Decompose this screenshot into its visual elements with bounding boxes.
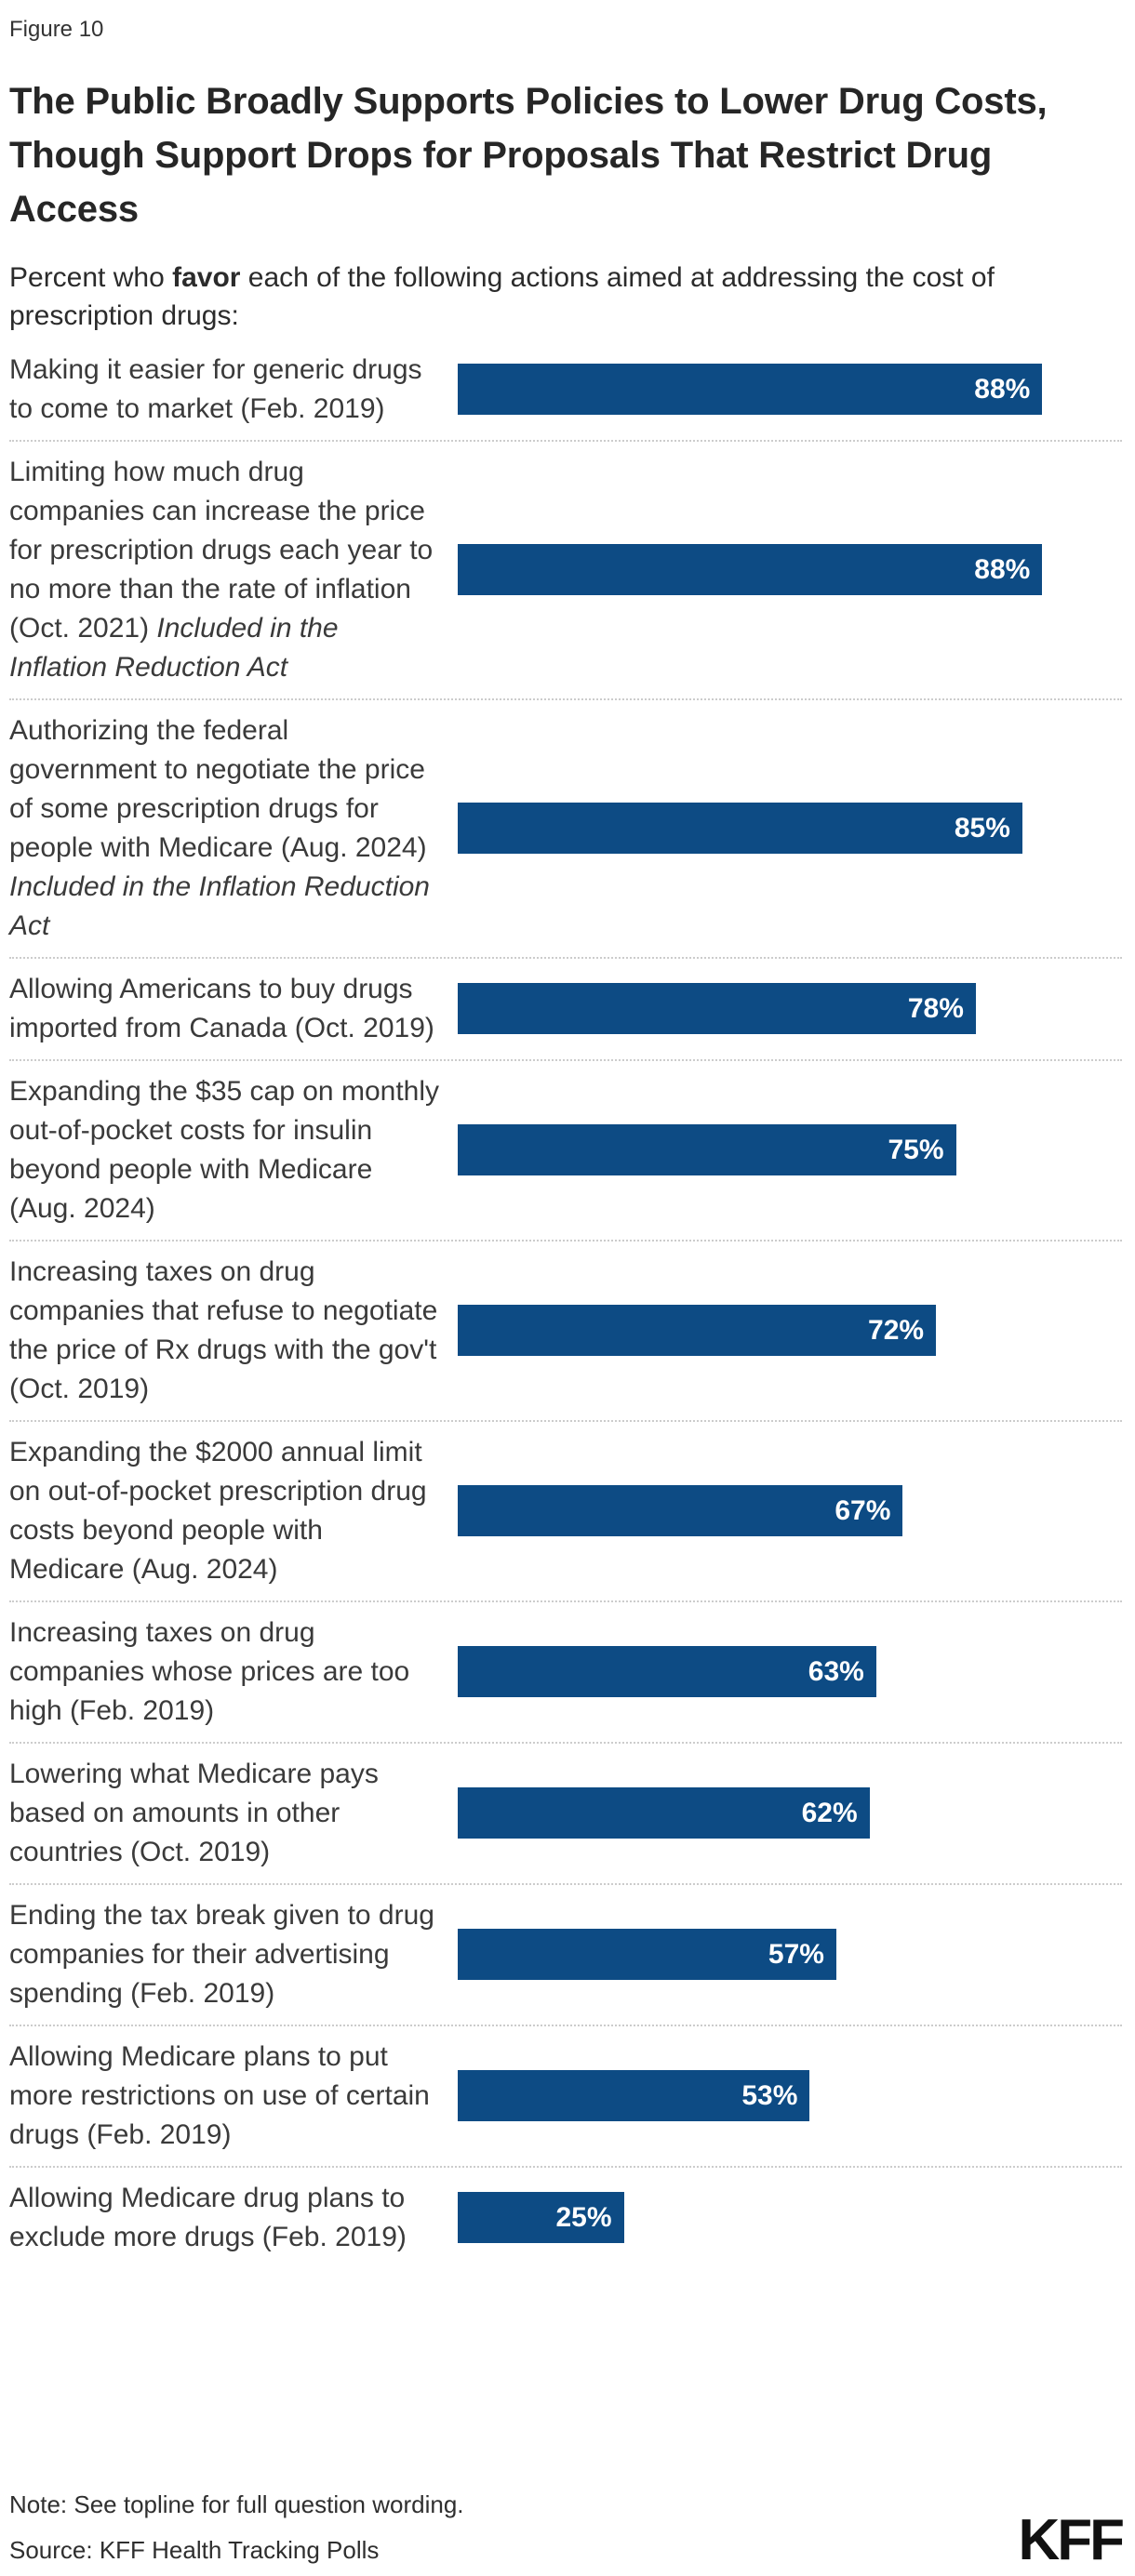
chart-title-line-1: The Public Broadly Supports Policies to … xyxy=(9,81,1048,122)
bar: 62% xyxy=(458,1787,870,1839)
row-label-text: Making it easier for generic drugs to co… xyxy=(9,353,422,424)
row-label: Ending the tax break given to drug compa… xyxy=(9,1896,458,2013)
bar-value-label: 88% xyxy=(974,373,1031,405)
chart-footer: Note: See topline for full question word… xyxy=(9,2490,1125,2576)
bar-row: Allowing Medicare plans to put more rest… xyxy=(9,2024,1122,2166)
row-label: Making it easier for generic drugs to co… xyxy=(9,351,458,429)
bar: 72% xyxy=(458,1305,937,1357)
bar-row: Lowering what Medicare pays based on amo… xyxy=(9,1741,1122,1883)
bar-row: Making it easier for generic drugs to co… xyxy=(9,339,1122,440)
bar: 67% xyxy=(458,1485,903,1537)
row-label: Allowing Americans to buy drugs imported… xyxy=(9,970,458,1048)
bar-value-label: 25% xyxy=(555,2201,612,2233)
footnotes: Note: See topline for full question word… xyxy=(9,2490,464,2567)
bar-value-label: 85% xyxy=(954,812,1010,843)
row-label: Limiting how much drug companies can inc… xyxy=(9,453,458,687)
row-label-text: Expanding the $2000 annual limit on out-… xyxy=(9,1436,427,1585)
bar-row: Increasing taxes on drug companies that … xyxy=(9,1239,1122,1420)
row-label: Allowing Medicare plans to put more rest… xyxy=(9,2038,458,2155)
bar-row: Authorizing the federal government to ne… xyxy=(9,697,1122,957)
bar: 88% xyxy=(458,364,1043,416)
bar-track: 72% xyxy=(458,1305,1122,1357)
row-label-italic: Included in the Inflation Reduction Act xyxy=(9,870,430,941)
bar-value-label: 78% xyxy=(907,992,964,1024)
bar-track: 62% xyxy=(458,1787,1122,1839)
subtitle-suffix: each of the following actions aimed at a… xyxy=(9,262,995,332)
bar: 85% xyxy=(458,803,1022,855)
bar-row: Allowing Americans to buy drugs imported… xyxy=(9,956,1122,1059)
row-label: Lowering what Medicare pays based on amo… xyxy=(9,1755,458,1872)
bar-track: 53% xyxy=(458,2070,1122,2122)
bar-value-label: 57% xyxy=(768,1938,824,1970)
row-label: Expanding the $35 cap on monthly out-of-… xyxy=(9,1072,458,1228)
row-label: Allowing Medicare drug plans to exclude … xyxy=(9,2179,458,2257)
bar: 57% xyxy=(458,1929,836,1981)
bar-value-label: 88% xyxy=(974,553,1031,585)
kff-logo: KFF xyxy=(1018,2508,1125,2573)
row-label-text: Limiting how much drug companies can inc… xyxy=(9,456,434,644)
bar-row: Ending the tax break given to drug compa… xyxy=(9,1882,1122,2025)
bar-track: 57% xyxy=(458,1929,1122,1981)
bar-value-label: 75% xyxy=(888,1134,944,1165)
bar-row: Limiting how much drug companies can inc… xyxy=(9,439,1122,698)
bar: 25% xyxy=(458,2192,624,2244)
row-label-text: Allowing Medicare plans to put more rest… xyxy=(9,2040,430,2150)
bar-row: Increasing taxes on drug companies whose… xyxy=(9,1600,1122,1742)
bar-track: 63% xyxy=(458,1646,1122,1698)
bar-value-label: 67% xyxy=(835,1494,891,1526)
row-label-text: Expanding the $35 cap on monthly out-of-… xyxy=(9,1075,439,1224)
bar-value-label: 53% xyxy=(741,2079,798,2111)
note-text: Note: See topline for full question word… xyxy=(9,2490,464,2518)
row-label-text: Increasing taxes on drug companies that … xyxy=(9,1255,438,1404)
bar-value-label: 63% xyxy=(808,1655,864,1687)
chart-title-line-2: Though Support Drops for Proposals That … xyxy=(9,135,993,230)
row-label: Increasing taxes on drug companies whose… xyxy=(9,1613,458,1731)
bar-track: 88% xyxy=(458,364,1122,416)
subtitle-prefix: Percent who xyxy=(9,262,173,293)
bar-track: 85% xyxy=(458,803,1122,855)
row-label-text: Authorizing the federal government to ne… xyxy=(9,714,427,863)
bar: 78% xyxy=(458,983,976,1035)
bar-track: 75% xyxy=(458,1124,1122,1176)
bar-row: Expanding the $35 cap on monthly out-of-… xyxy=(9,1058,1122,1240)
source-text: Source: KFF Health Tracking Polls xyxy=(9,2536,380,2564)
bar-value-label: 72% xyxy=(868,1314,925,1346)
bar-track: 67% xyxy=(458,1485,1122,1537)
row-label-text: Lowering what Medicare pays based on amo… xyxy=(9,1758,379,1867)
bar-track: 25% xyxy=(458,2192,1122,2244)
bar-row: Expanding the $2000 annual limit on out-… xyxy=(9,1419,1122,1600)
bar-value-label: 62% xyxy=(801,1797,858,1828)
chart-title: The Public Broadly Supports Policies to … xyxy=(9,74,1122,236)
bar: 88% xyxy=(458,544,1043,596)
row-label-italic: Included in the Inflation Reduction Act xyxy=(9,612,339,683)
bar: 75% xyxy=(458,1124,956,1176)
row-label-text: Allowing Americans to buy drugs imported… xyxy=(9,973,434,1043)
row-label-text: Allowing Medicare drug plans to exclude … xyxy=(9,2182,407,2252)
chart-subtitle: Percent who favor each of the following … xyxy=(9,259,1088,336)
bar-track: 88% xyxy=(458,544,1122,596)
bar: 63% xyxy=(458,1646,876,1698)
row-label: Authorizing the federal government to ne… xyxy=(9,711,458,946)
bar-chart: Making it easier for generic drugs to co… xyxy=(9,339,1122,2268)
bar-track: 78% xyxy=(458,983,1122,1035)
subtitle-bold-word: favor xyxy=(172,262,241,293)
figure-label: Figure 10 xyxy=(9,17,104,42)
bar-row: Allowing Medicare drug plans to exclude … xyxy=(9,2165,1122,2268)
row-label: Expanding the $2000 annual limit on out-… xyxy=(9,1433,458,1589)
row-label: Increasing taxes on drug companies that … xyxy=(9,1253,458,1409)
bar: 53% xyxy=(458,2070,810,2122)
row-label-text: Ending the tax break given to drug compa… xyxy=(9,1899,434,2009)
row-label-text: Increasing taxes on drug companies whose… xyxy=(9,1616,410,1726)
